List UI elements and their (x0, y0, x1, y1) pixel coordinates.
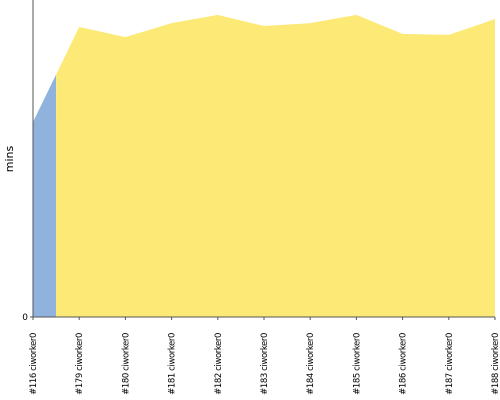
x-tick-label: #180 ciworker0 (121, 333, 131, 395)
area (56, 14, 495, 318)
x-tick-label: #185 ciworker0 (352, 333, 362, 395)
x-tick-label: #183 ciworker0 (260, 333, 270, 395)
x-tick-label: #187 ciworker0 (445, 333, 455, 395)
x-tick-label: #179 ciworker0 (75, 333, 85, 395)
x-tick-label: #188 ciworker0 (491, 333, 500, 395)
x-tick-label: #116 ciworker0 (29, 333, 39, 395)
x-tick-label: #186 ciworker0 (399, 333, 409, 395)
x-tick-label: #184 ciworker0 (306, 333, 316, 395)
x-tick-label: #182 ciworker0 (214, 333, 224, 395)
y-axis-label: mins (3, 145, 16, 172)
y-tick-label: 0 (22, 313, 28, 323)
x-tick-label: #181 ciworker0 (168, 333, 178, 395)
area (33, 74, 57, 318)
